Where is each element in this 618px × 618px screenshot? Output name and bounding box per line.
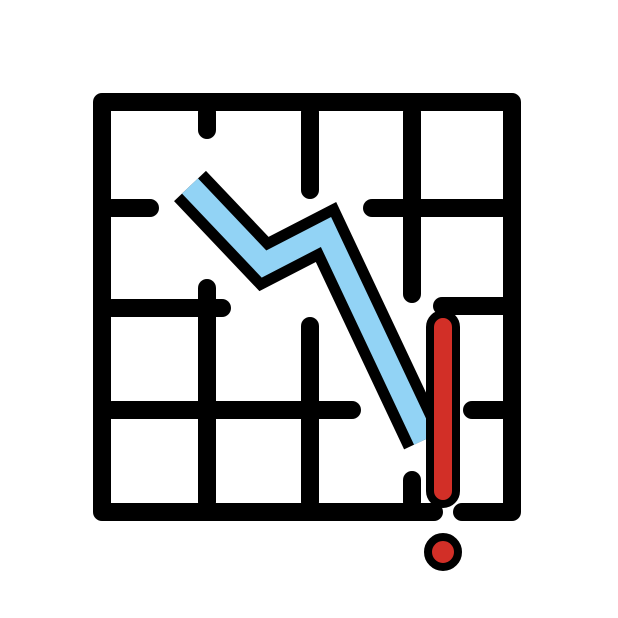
grid-lines <box>103 103 511 511</box>
decreasing-line <box>182 178 434 445</box>
grid-frame <box>93 93 521 521</box>
exclamation-bar-icon <box>426 310 460 508</box>
exclamation-dot-icon <box>424 533 462 571</box>
